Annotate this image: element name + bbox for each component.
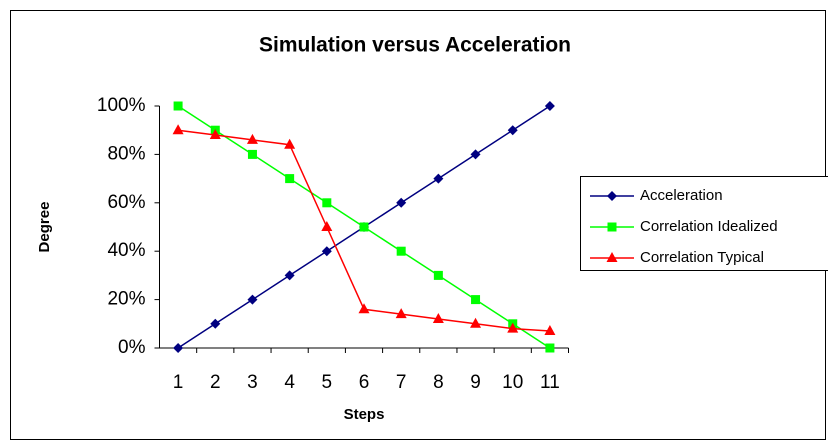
marker	[321, 221, 333, 231]
marker	[210, 318, 221, 329]
marker	[545, 343, 555, 353]
marker	[433, 173, 444, 184]
marker	[470, 317, 482, 328]
legend-box	[580, 176, 828, 271]
marker	[359, 222, 369, 232]
marker	[544, 325, 556, 336]
marker	[396, 197, 407, 208]
marker	[285, 174, 295, 184]
x-tick-label: 3	[247, 372, 258, 393]
marker	[544, 101, 555, 111]
y-tick-label: 20%	[107, 289, 145, 310]
marker	[246, 133, 258, 144]
marker	[209, 129, 221, 140]
chart-title: Simulation versus Acceleration	[259, 34, 571, 57]
marker	[395, 308, 407, 319]
marker	[507, 125, 518, 136]
legend-label: Correlation Typical	[640, 249, 764, 266]
x-tick-label: 10	[502, 372, 523, 393]
marker	[607, 191, 617, 201]
x-tick-label: 5	[322, 372, 333, 393]
x-tick-label: 4	[284, 372, 295, 393]
x-tick-label: 6	[359, 372, 370, 393]
marker	[358, 303, 370, 314]
x-tick-label: 7	[396, 372, 407, 393]
marker	[607, 222, 617, 232]
marker	[247, 294, 258, 305]
x-tick-label: 1	[173, 372, 184, 393]
marker	[433, 270, 443, 280]
marker	[172, 124, 184, 135]
marker	[606, 252, 618, 262]
x-tick-label: 11	[540, 372, 560, 393]
x-tick-label: 9	[470, 372, 481, 393]
x-tick-label: 8	[433, 372, 444, 393]
y-tick-label: 100%	[97, 95, 146, 116]
marker	[396, 246, 406, 256]
marker	[284, 270, 295, 281]
y-tick-label: 40%	[107, 240, 145, 261]
legend-label: Acceleration	[640, 187, 723, 204]
marker	[247, 149, 257, 159]
marker	[321, 246, 332, 257]
y-tick-label: 60%	[107, 192, 145, 213]
marker	[173, 343, 184, 353]
x-tick-label: 2	[210, 372, 221, 393]
x-axis-label: Steps	[344, 406, 385, 423]
y-tick-label: 0%	[118, 337, 146, 358]
marker	[471, 295, 481, 305]
y-axis-label: Degree	[36, 202, 53, 253]
marker	[173, 101, 183, 111]
marker	[284, 138, 296, 149]
marker	[322, 198, 332, 208]
marker	[470, 149, 481, 160]
marker	[432, 312, 444, 323]
legend-label: Correlation Idealized	[640, 218, 778, 235]
y-tick-label: 80%	[107, 143, 145, 164]
marker	[507, 322, 519, 333]
